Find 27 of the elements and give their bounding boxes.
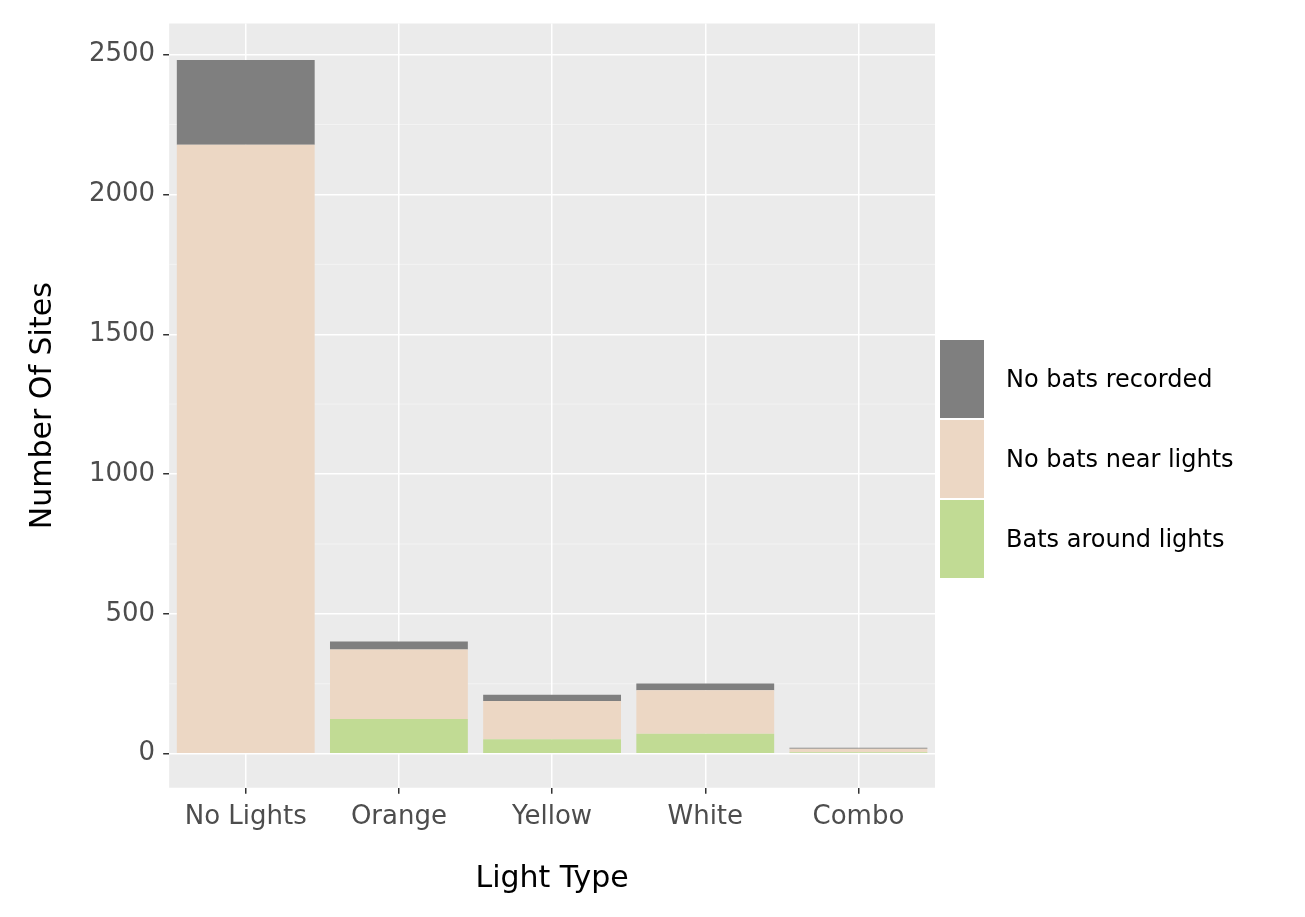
bar [176,144,315,753]
x-tick-label: White [667,800,744,831]
y-tick-label: 1500 [89,317,156,348]
y-tick-label: 0 [138,736,156,767]
text: Bats around lights [1006,524,1225,553]
bar [483,694,622,702]
y-tick-label: 2500 [89,37,156,68]
bar [329,649,468,720]
text: No bats near lights [1006,444,1234,473]
text: No bats recorded [1006,364,1213,393]
bar [483,739,622,753]
x-axis-title: Light Type [475,858,629,894]
bar [329,641,468,650]
x-tick-label: Orange [350,800,447,831]
bar [329,719,468,753]
y-axis-title: Number Of Sites [22,282,58,530]
y-tick-label: 500 [105,596,156,627]
x-tick-label: No Lights [184,800,307,831]
bar [483,701,622,740]
bar [176,59,315,145]
bar [636,733,775,753]
x-tick-label: Combo [812,800,905,831]
y-tick-label: 1000 [89,456,156,487]
x-tick-label: Yellow [511,800,593,831]
bar [636,683,775,691]
y-tick-label: 2000 [89,177,156,208]
bar [636,690,775,734]
